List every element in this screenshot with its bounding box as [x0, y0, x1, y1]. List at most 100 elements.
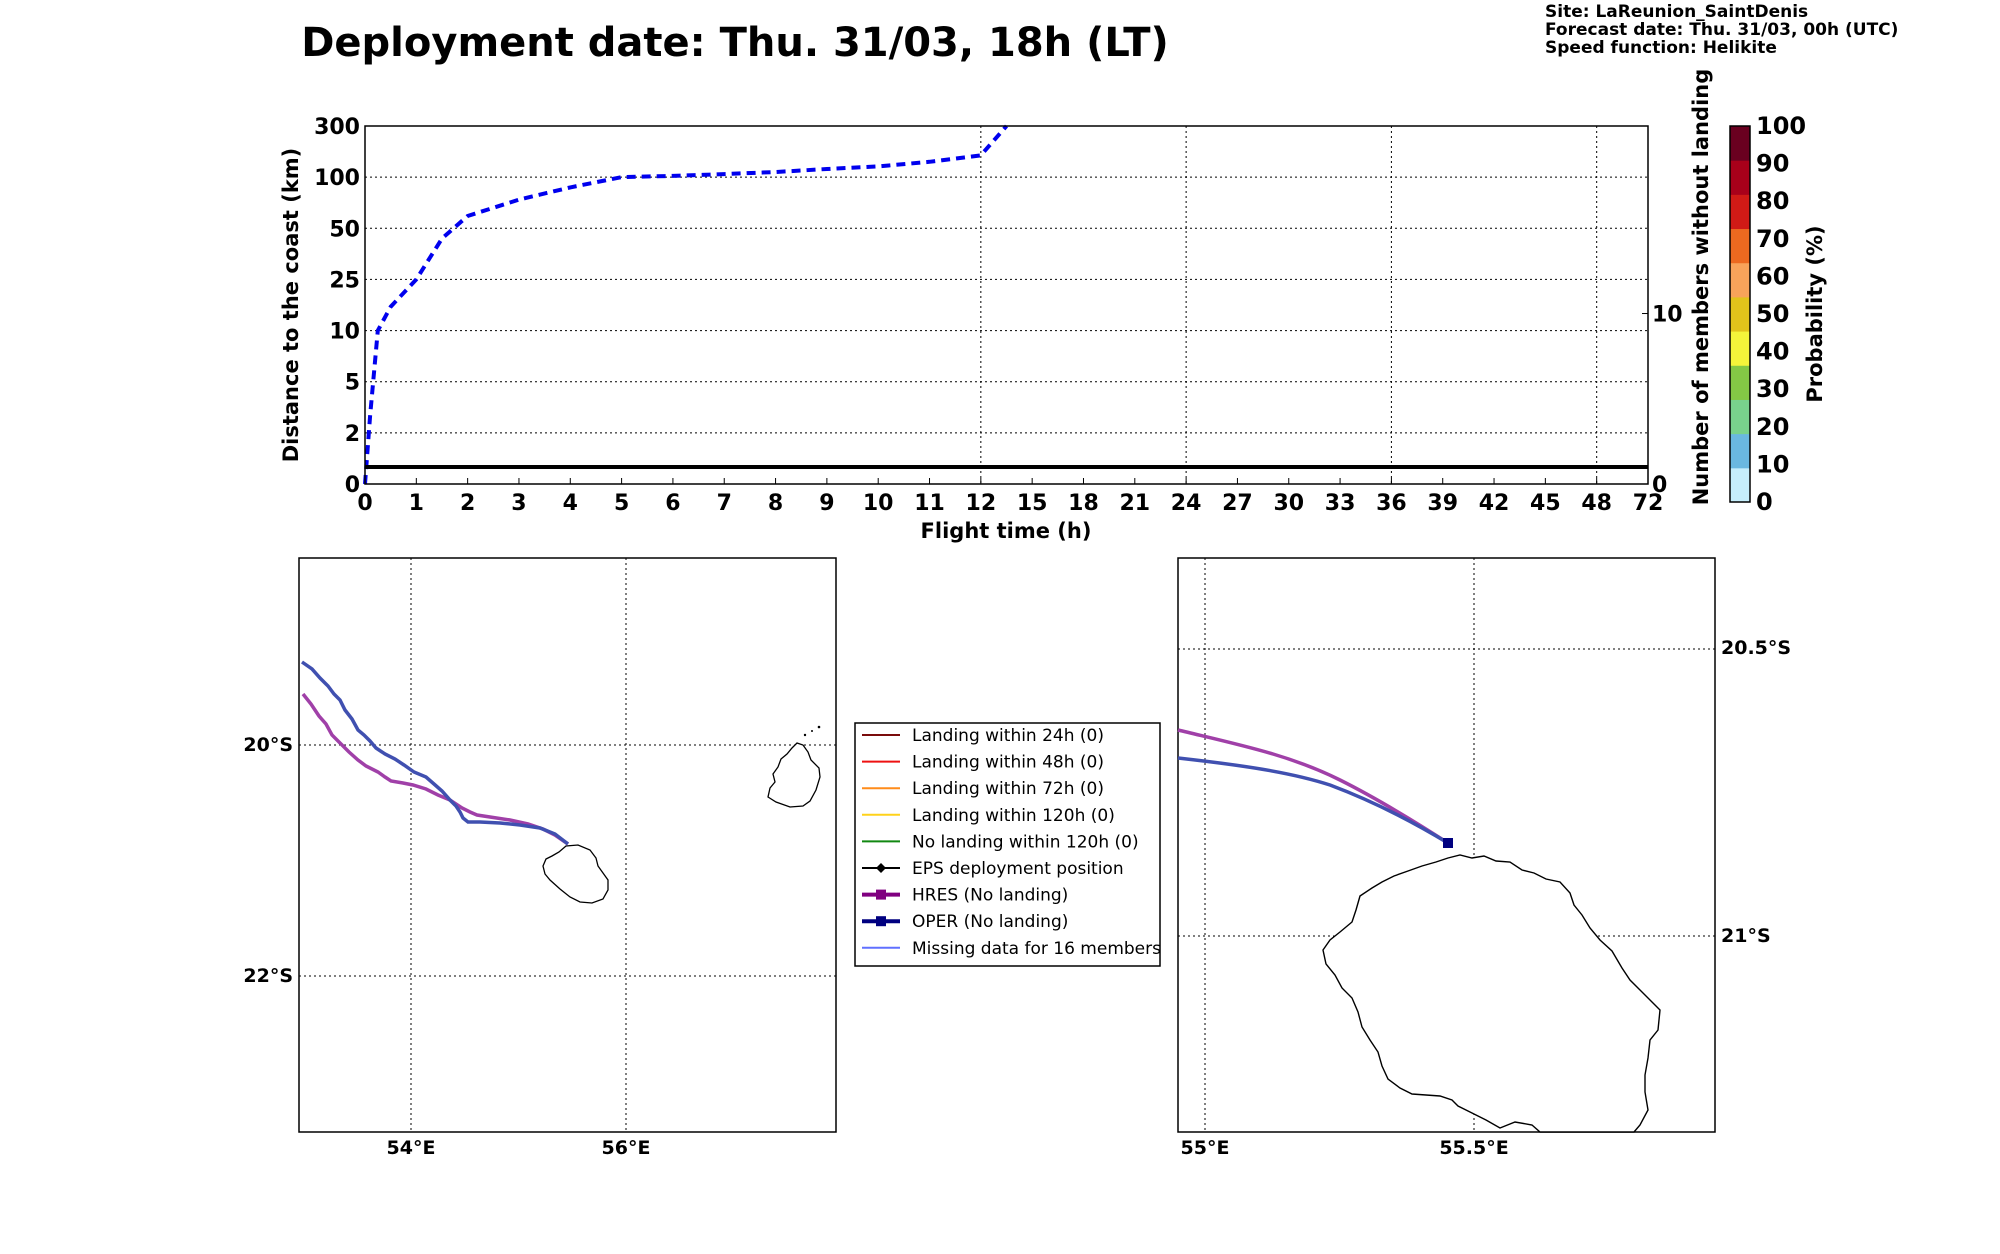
- x-tick-label: 30: [1273, 491, 1304, 516]
- y-tick-label: 100: [314, 166, 360, 191]
- colorbar-tick-label: 100: [1756, 112, 1806, 140]
- oper-trajectory: [300, 660, 570, 846]
- distance-chart-grid: [365, 126, 1648, 484]
- y-tick-label: 50: [329, 217, 360, 242]
- colorbar-cell: [1730, 365, 1750, 400]
- x-tick-label: 21: [1119, 491, 1150, 516]
- colorbar-tick-label: 10: [1756, 450, 1789, 478]
- legend-marker-square: [876, 889, 886, 900]
- figure-title: Deployment date: Thu. 31/03, 18h (LT): [301, 20, 1169, 66]
- islet: [811, 730, 813, 732]
- oper-trajectory-zoom: [1177, 756, 1449, 845]
- legend-label: Landing within 120h (0): [912, 806, 1115, 826]
- x-tick-label: 11: [914, 491, 945, 516]
- regional-map: 54°E 56°E 20°S 22°S: [243, 557, 837, 1159]
- legend: Landing within 24h (0) Landing within 48h…: [854, 722, 1161, 967]
- x-tick-label: 36: [1376, 491, 1407, 516]
- x-tick-label: 0: [357, 491, 372, 516]
- legend-label: Landing within 24h (0): [912, 726, 1104, 746]
- regional-map-gridlines: [299, 558, 836, 1132]
- colorbar-cell: [1730, 467, 1750, 503]
- x-tick-label: 72: [1633, 491, 1664, 516]
- legend-marker-diamond: [876, 863, 886, 873]
- colorbar-tick-label: 70: [1756, 225, 1789, 253]
- lat-label-21s: 21°S: [1721, 925, 1771, 947]
- legend-label: OPER (No landing): [912, 912, 1068, 932]
- legend-label: Landing within 72h (0): [912, 779, 1104, 799]
- x-tick-label: 18: [1068, 491, 1099, 516]
- colorbar-tick-label: 50: [1756, 300, 1789, 328]
- lon-label-56e: 56°E: [602, 1137, 651, 1159]
- x-tick-label: 42: [1479, 491, 1510, 516]
- x-tick-label: 10: [863, 491, 894, 516]
- reunion-coastline-zoom: [1322, 854, 1661, 1133]
- colorbar-cell: [1730, 433, 1750, 469]
- colorbar-tick-label: 0: [1756, 488, 1773, 516]
- x-tick-label: 12: [966, 491, 997, 516]
- y2-axis-label: Number of members without landing: [1689, 69, 1713, 506]
- reunion-coastline-small: [542, 844, 609, 904]
- mauritius-coastline: [767, 742, 821, 808]
- colorbar-frame: [1729, 125, 1751, 503]
- x-tick-label: 6: [665, 491, 680, 516]
- distance-chart-series: [363, 124, 1648, 485]
- zoom-map: 55°E 55.5°E 20.5°S 21°S: [1177, 557, 1791, 1159]
- colorbar-cell: [1730, 160, 1750, 195]
- colorbar-tick-label: 90: [1756, 150, 1789, 178]
- colorbar-ticks: 0 10 20 30 40 50 60 70 80 90 100: [1756, 112, 1806, 516]
- legend-label: Landing within 48h (0): [912, 753, 1104, 773]
- y-tick-label: 5: [345, 371, 360, 396]
- legend-frame: [854, 722, 1161, 967]
- y2-tick-label: 10: [1652, 303, 1683, 328]
- distance-chart-y2-ticks: 0 10: [1642, 303, 1683, 498]
- legend-items: Landing within 24h (0) Landing within 48h…: [862, 726, 1161, 959]
- x-axis-label: Flight time (h): [921, 519, 1092, 543]
- x-tick-label: 9: [819, 491, 834, 516]
- lat-label-20s: 20°S: [243, 734, 293, 756]
- x-tick-label: 7: [717, 491, 732, 516]
- info-line-site: Site: LaReunion_SaintDenis: [1545, 2, 1808, 22]
- legend-label: Missing data for 16 members: [912, 939, 1161, 959]
- islet: [817, 725, 821, 729]
- colorbar-tick-label: 20: [1756, 413, 1789, 441]
- colorbar-cell: [1730, 399, 1750, 435]
- distance-chart-frame: [364, 125, 1649, 485]
- x-tick-label: 45: [1530, 491, 1561, 516]
- oper-deployment-marker: [1443, 838, 1453, 848]
- legend-label: No landing within 120h (0): [912, 832, 1139, 852]
- x-tick-label: 48: [1581, 491, 1612, 516]
- y-axis-label: Distance to the coast (km): [279, 148, 303, 463]
- y-tick-label: 10: [329, 320, 360, 345]
- colorbar-tick-label: 40: [1756, 338, 1789, 366]
- y2-tick-label: 0: [1652, 473, 1667, 498]
- legend-label: EPS deployment position: [912, 859, 1124, 879]
- x-tick-label: 1: [409, 491, 424, 516]
- x-tick-label: 8: [768, 491, 783, 516]
- y-tick-label: 0: [345, 473, 360, 498]
- lat-label-20-5s: 20.5°S: [1721, 637, 1791, 659]
- lon-label-54e: 54°E: [387, 1137, 436, 1159]
- x-tick-label: 39: [1427, 491, 1458, 516]
- distance-chart-x-ticks: 0 1 2 3 4 5 6 7 8 9 10 11 12 15 18 21 24 27 30 33 36 39 42 45 48…: [357, 478, 1663, 516]
- colorbar-tick-label: 30: [1756, 375, 1789, 403]
- x-tick-label: 5: [614, 491, 629, 516]
- hres-trajectory: [301, 692, 569, 846]
- info-line-speed-function: Speed function: Helikite: [1545, 38, 1777, 58]
- x-tick-label: 15: [1017, 491, 1048, 516]
- colorbar-cell: [1730, 262, 1750, 298]
- x-tick-label: 33: [1325, 491, 1356, 516]
- probability-colorbar: 0 10 20 30 40 50 60 70 80 90 100 Probability (%): [1729, 112, 1827, 516]
- x-tick-label: 3: [511, 491, 526, 516]
- colorbar-cell: [1730, 228, 1750, 264]
- distance-chart: 0 1 2 3 4 5 6 7 8 9 10 11 12 15 18 21 24 27 30 33 36 39 42 45 48…: [279, 69, 1713, 543]
- legend-label: HRES (No landing): [912, 886, 1068, 906]
- lat-label-22s: 22°S: [243, 965, 293, 987]
- islet: [803, 733, 807, 737]
- x-tick-label: 4: [563, 491, 578, 516]
- colorbar-cell: [1730, 296, 1750, 332]
- y-tick-label: 2: [345, 422, 360, 447]
- legend-marker-square: [876, 916, 886, 927]
- lon-label-55-5e: 55.5°E: [1439, 1137, 1508, 1159]
